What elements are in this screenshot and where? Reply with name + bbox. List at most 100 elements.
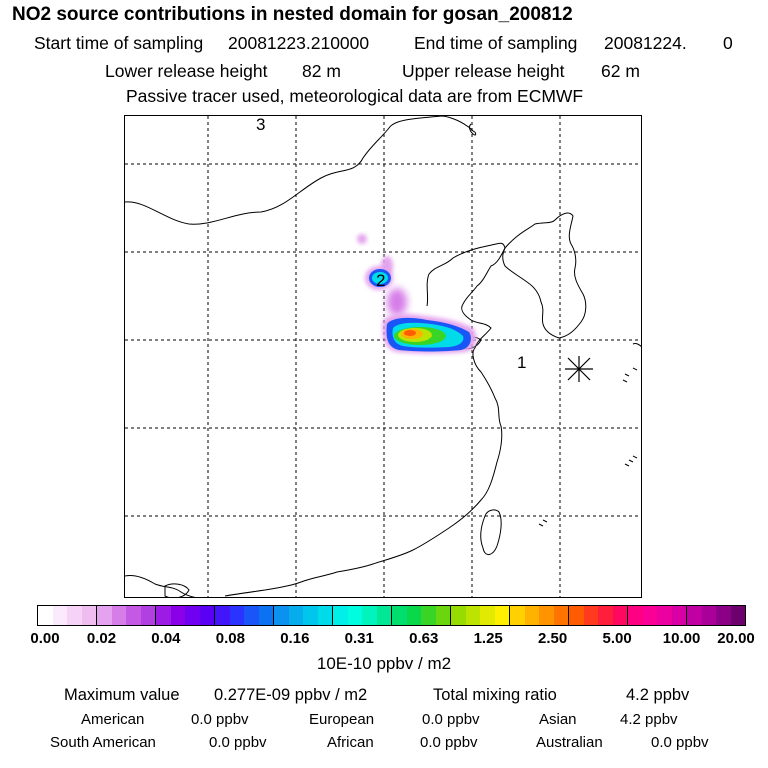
total-mixing-value: 4.2 ppbv	[626, 686, 690, 704]
colorbar-segment	[199, 606, 214, 625]
region-name-south-american: South American	[50, 734, 156, 751]
colorbar-tick-label: 1.25	[473, 630, 503, 647]
end-time-value: 20081224.	[604, 33, 687, 53]
receptor-star-icon	[565, 356, 593, 382]
region-value-asian: 4.2 ppbv	[620, 711, 678, 728]
colorbar-segment	[96, 606, 112, 625]
colorbar-segment	[258, 606, 273, 625]
colorbar-segment	[214, 606, 230, 625]
colorbar-segment	[598, 606, 613, 625]
region-value-south-american: 0.0 ppbv	[209, 734, 267, 751]
colorbar-segment	[553, 606, 568, 625]
colorbar-segment	[583, 606, 598, 625]
taiwan-outline	[480, 509, 502, 555]
colorbar-tick-label: 20.00	[717, 630, 755, 647]
colorbar-segment	[671, 606, 686, 625]
total-mixing-label: Total mixing ratio	[433, 686, 557, 704]
concentration-plume	[357, 234, 477, 354]
marker-label-3: 3	[256, 116, 265, 134]
lower-height-value: 82 m	[302, 61, 341, 81]
japan-islands	[632, 343, 641, 347]
colorbar-segment	[686, 606, 702, 625]
colorbar-segment	[568, 606, 584, 625]
region-name-european: European	[309, 711, 375, 728]
colorbar-segment	[347, 606, 362, 625]
start-time-value: 20081223.210000	[228, 33, 370, 53]
start-time-label: Start time of sampling	[34, 33, 204, 53]
colorbar-segment	[52, 606, 67, 625]
end-time-suffix: 0	[723, 33, 733, 53]
colorbar-segment	[273, 606, 289, 625]
colorbar-segment	[185, 606, 200, 625]
colorbar-segment	[288, 606, 303, 625]
colorbar-segment	[450, 606, 466, 625]
bohai-coast	[224, 242, 506, 597]
colorbar-segment	[509, 606, 525, 625]
region-value-american: 0.0 ppbv	[191, 711, 249, 728]
region-name-australian: Australian	[536, 734, 603, 751]
map-canvas: 3 2 1	[125, 116, 641, 597]
tracer-note: Passive tracer used, meteorological data…	[126, 86, 584, 106]
colorbar-segment	[406, 606, 421, 625]
max-value-label: Maximum value	[64, 686, 180, 704]
colorbar-tick-label: 0.31	[344, 630, 374, 647]
korea-border	[502, 212, 587, 339]
map-title: NO2 source contributions in nested domai…	[12, 4, 573, 25]
marker-label-2: 2	[376, 271, 385, 290]
colorbar-tick-label: 0.02	[86, 630, 117, 647]
colorbar-segment	[435, 606, 450, 625]
colorbar-segment	[730, 606, 745, 625]
mongolia-border	[125, 116, 476, 225]
colorbar-segment	[244, 606, 259, 625]
lower-height-label: Lower release height	[105, 61, 268, 81]
ryukyu-dots	[538, 367, 638, 527]
region-name-african: African	[327, 734, 374, 751]
colorbar-unit: 10E-10 ppbv / m2	[316, 654, 452, 673]
colorbar-segment	[170, 606, 185, 625]
map-grid	[125, 116, 641, 597]
colorbar-segment	[494, 606, 509, 625]
colorbar-segment	[81, 606, 96, 625]
colorbar-segment	[362, 606, 377, 625]
region-name-asian: Asian	[539, 711, 577, 728]
colorbar-tick-label: 5.00	[602, 630, 632, 647]
colorbar-segment	[155, 606, 171, 625]
map-panel: 3 2 1	[124, 115, 642, 598]
colorbar-tick-label: 0.16	[280, 630, 310, 647]
colorbar-tick-label: 10.00	[662, 630, 701, 647]
colorbar-segment	[480, 606, 495, 625]
colorbar-segment	[303, 606, 318, 625]
colorbar-segment	[38, 606, 53, 625]
colorbar-segment	[524, 606, 539, 625]
end-time-label: End time of sampling	[414, 33, 578, 53]
colorbar-segment	[126, 606, 141, 625]
southwest-border	[125, 575, 196, 597]
colorbar-segment	[332, 606, 348, 625]
region-name-american: American	[81, 711, 145, 728]
colorbar-tick-label: 0.08	[215, 630, 245, 647]
colorbar-tick-label: 0.00	[30, 630, 60, 647]
colorbar-segment	[111, 606, 126, 625]
colorbar-segment	[716, 606, 731, 625]
colorbar-segment	[67, 606, 82, 625]
upper-height-label: Upper release height	[402, 61, 565, 81]
manchuria-border	[469, 123, 477, 136]
colorbar-segment	[465, 606, 480, 625]
colorbar-segment	[317, 606, 332, 625]
hainan-outline	[164, 583, 190, 597]
colorbar-segment	[642, 606, 657, 625]
marker-label-1: 1	[517, 353, 526, 372]
region-value-african: 0.0 ppbv	[420, 734, 478, 751]
colorbar-tick-label: 0.63	[409, 630, 439, 647]
max-value: 0.277E-09 ppbv / m2	[214, 686, 368, 704]
colorbar-segment	[701, 606, 716, 625]
colorbar-segment	[140, 606, 155, 625]
upper-height-value: 62 m	[601, 61, 640, 81]
region-value-european: 0.0 ppbv	[422, 711, 480, 728]
colorbar-segment	[376, 606, 391, 625]
colorbar	[37, 605, 746, 626]
colorbar-segment	[657, 606, 672, 625]
colorbar-segment	[391, 606, 407, 625]
colorbar-tick-label: 2.50	[538, 630, 568, 647]
region-value-australian: 0.0 ppbv	[651, 734, 709, 751]
